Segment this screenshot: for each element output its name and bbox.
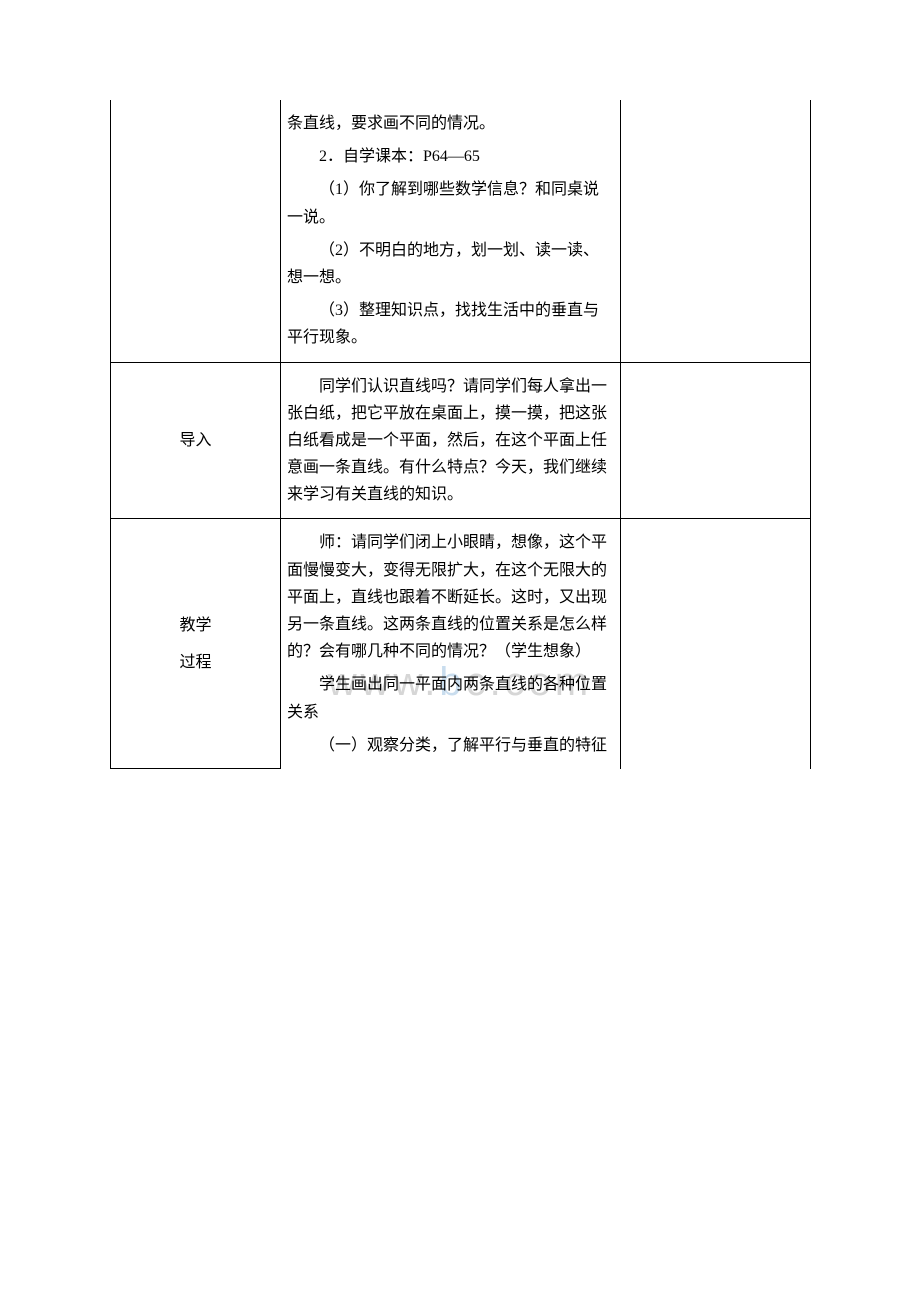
content-paragraph: 学生画出同一平面内两条直线的各种位置关系 — [287, 671, 614, 725]
label-stack: 教学 过程 — [117, 612, 274, 676]
content-paragraph: （2）不明白的地方，划一划、读一读、想一想。 — [287, 237, 614, 291]
content-paragraph: 同学们认识直线吗？请同学们每人拿出一张白纸，把它平放在桌面上，摸一摸，把这张白纸… — [287, 373, 614, 509]
label-text: 过程 — [117, 649, 274, 676]
content-paragraph: 条直线，要求画不同的情况。 — [287, 110, 614, 137]
table-row: 导入 同学们认识直线吗？请同学们每人拿出一张白纸，把它平放在桌面上，摸一摸，把这… — [111, 362, 811, 519]
content-paragraph: （3）整理知识点，找找生活中的垂直与平行现象。 — [287, 297, 614, 351]
label-text: 导入 — [179, 432, 211, 449]
label-text: 教学 — [117, 612, 274, 639]
row-note — [621, 519, 811, 769]
content-paragraph: 2．自学课本：P64—65 — [287, 143, 614, 170]
row-note — [621, 100, 811, 362]
document-page: www.bc.com 条直线，要求画不同的情况。 2．自学课本：P64—65 （… — [0, 0, 920, 869]
content-paragraph: 师：请同学们闭上小眼睛，想像，这个平面慢慢变大，变得无限扩大，在这个无限大的平面… — [287, 529, 614, 665]
row-label — [111, 100, 281, 362]
row-label: 教学 过程 — [111, 519, 281, 769]
row-content: 条直线，要求画不同的情况。 2．自学课本：P64—65 （1）你了解到哪些数学信… — [281, 100, 621, 362]
lesson-table: 条直线，要求画不同的情况。 2．自学课本：P64—65 （1）你了解到哪些数学信… — [110, 100, 811, 769]
content-paragraph: （1）你了解到哪些数学信息？和同桌说一说。 — [287, 176, 614, 230]
row-content: 同学们认识直线吗？请同学们每人拿出一张白纸，把它平放在桌面上，摸一摸，把这张白纸… — [281, 362, 621, 519]
row-label: 导入 — [111, 362, 281, 519]
row-content: 师：请同学们闭上小眼睛，想像，这个平面慢慢变大，变得无限扩大，在这个无限大的平面… — [281, 519, 621, 769]
table-row: 条直线，要求画不同的情况。 2．自学课本：P64—65 （1）你了解到哪些数学信… — [111, 100, 811, 362]
row-note — [621, 362, 811, 519]
table-row: 教学 过程 师：请同学们闭上小眼睛，想像，这个平面慢慢变大，变得无限扩大，在这个… — [111, 519, 811, 769]
content-paragraph: （一）观察分类，了解平行与垂直的特征 — [287, 732, 614, 759]
